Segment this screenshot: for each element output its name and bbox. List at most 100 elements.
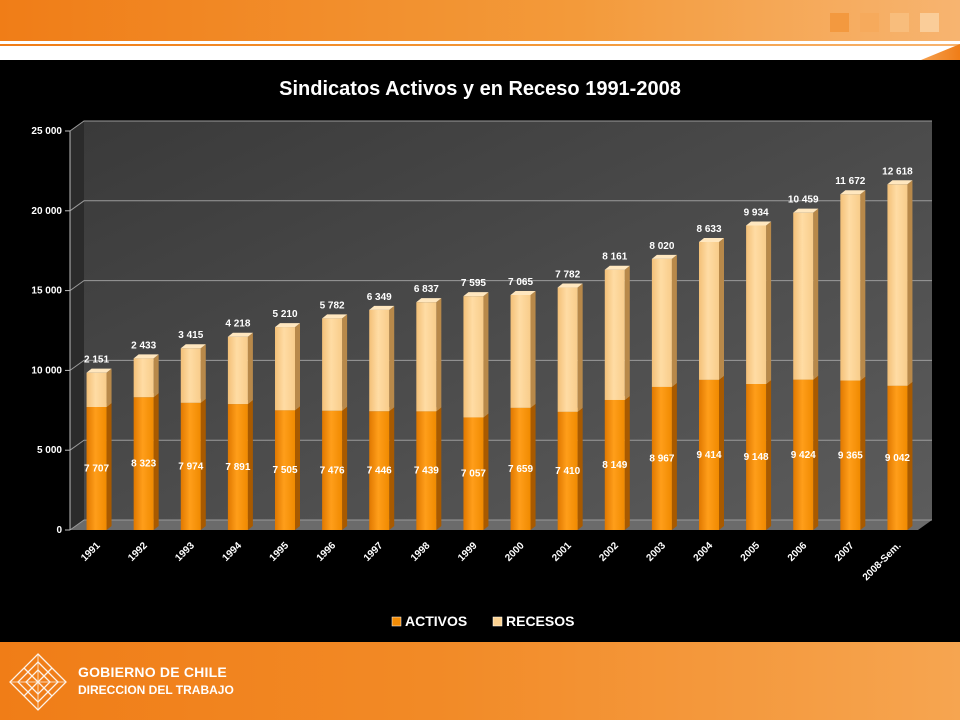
bar-recesos-top	[793, 208, 819, 213]
x-tick-label: 2005	[739, 540, 763, 564]
bar-recesos	[227, 332, 253, 405]
bar-activos-front	[604, 399, 625, 530]
bar-activos	[604, 395, 630, 530]
bar-activos	[699, 375, 724, 530]
y-tick-label: 15 000	[31, 286, 62, 297]
bar-recesos	[699, 237, 724, 380]
data-label-activos: 7 476	[320, 465, 345, 476]
banner-divider	[0, 41, 960, 44]
bar-recesos	[651, 254, 677, 387]
data-label-activos: 7 446	[367, 466, 392, 477]
data-label-activos: 8 149	[602, 460, 627, 471]
data-label-recesos: 6 349	[367, 292, 392, 303]
bar-recesos-front	[275, 327, 295, 411]
x-tick-label: 2002	[597, 540, 621, 564]
bar-activos-side	[577, 407, 583, 530]
banner-square	[860, 13, 879, 32]
bar-recesos	[840, 190, 866, 381]
x-tick-label: 1992	[126, 540, 150, 564]
legend-label-recesos: RECESOS	[506, 613, 574, 629]
plot-side-wall	[70, 121, 84, 530]
bar-recesos-side	[530, 291, 536, 408]
y-tick-label: 10 000	[31, 365, 62, 376]
data-label-activos: 9 365	[838, 450, 863, 461]
gridline	[69, 519, 932, 531]
bar-recesos-top	[557, 283, 583, 288]
bar-recesos	[510, 291, 536, 408]
bar-recesos-front	[180, 348, 201, 403]
legend-label-activos: ACTIVOS	[405, 613, 467, 629]
bar-activos-side	[106, 402, 112, 530]
bar-activos	[746, 379, 772, 530]
bar-recesos-front	[887, 184, 908, 386]
bar-recesos-top	[651, 254, 677, 259]
bar-activos-side	[907, 381, 913, 530]
bar-recesos	[133, 354, 159, 398]
x-tick-label: 1996	[315, 540, 339, 564]
banner-square	[890, 13, 909, 32]
bar-recesos-side	[342, 314, 348, 411]
bar-activos-front	[322, 410, 343, 530]
bar-recesos-top	[510, 291, 536, 296]
x-tick-label: 2004	[692, 540, 716, 564]
bar-recesos-side	[860, 190, 866, 381]
bar-recesos-front	[227, 336, 248, 405]
bar-activos-front	[227, 404, 248, 530]
x-tick-label: 1993	[173, 540, 197, 564]
bar-recesos	[793, 208, 819, 380]
bar-recesos-front	[840, 194, 861, 381]
bar-recesos-top	[133, 354, 159, 359]
bar-recesos-top	[699, 237, 724, 242]
bar-recesos-side	[671, 254, 677, 387]
x-tick-label: 2008-Sem.	[861, 540, 904, 583]
data-label-recesos: 7 065	[508, 277, 533, 288]
x-tick-label: 1994	[220, 540, 244, 564]
bar-activos	[793, 375, 819, 530]
data-label-activos: 7 057	[461, 469, 486, 480]
bar-activos-side	[153, 393, 159, 530]
bar-recesos-front	[369, 309, 390, 412]
bar-activos-front	[369, 411, 390, 530]
bar-recesos-side	[153, 354, 159, 398]
bar-activos-side	[483, 413, 489, 530]
chart-title: Sindicatos Activos y en Receso 1991-2008	[279, 78, 681, 100]
bar-recesos-side	[436, 298, 442, 412]
bar-activos-side	[671, 382, 677, 530]
bar-recesos-side	[766, 221, 772, 384]
bar-recesos	[322, 314, 348, 411]
bar-recesos-top	[887, 180, 913, 185]
bar-recesos-top	[840, 190, 866, 195]
data-label-recesos: 7 595	[461, 278, 486, 289]
bar-activos-front	[699, 379, 719, 530]
bar-recesos-front	[86, 372, 107, 407]
data-label-recesos: 8 161	[602, 252, 627, 263]
y-tick-label: 0	[56, 525, 62, 536]
data-label-activos: 9 414	[696, 450, 721, 461]
bar-recesos-front	[463, 296, 484, 418]
gridline	[69, 120, 932, 132]
x-tick-label: 1999	[456, 540, 480, 564]
chart-panel: Sindicatos Activos y en Receso 1991-2008…	[0, 60, 960, 642]
data-label-activos: 8 967	[649, 453, 674, 464]
data-label-activos: 7 439	[414, 466, 439, 477]
bar-recesos-side	[577, 283, 583, 412]
bar-activos-side	[200, 398, 206, 530]
chart-legend: ACTIVOS RECESOS	[391, 613, 574, 629]
bar-recesos	[275, 323, 300, 411]
legend-swatch-activos	[391, 616, 402, 627]
x-tick-label: 1998	[409, 540, 433, 564]
bar-recesos-top	[322, 314, 348, 319]
data-label-activos: 7 974	[178, 461, 203, 472]
data-label-recesos: 10 459	[788, 195, 819, 206]
data-label-activos: 8 323	[131, 459, 156, 470]
data-label-recesos: 12 618	[882, 166, 913, 177]
gridline	[69, 439, 932, 451]
bar-recesos	[746, 221, 772, 384]
bar-recesos-top	[86, 368, 112, 373]
x-tick-label: 2001	[550, 540, 574, 564]
bar-recesos-top	[369, 305, 395, 310]
bar-recesos-top	[227, 332, 253, 337]
bar-activos-side	[860, 376, 866, 530]
bar-activos-front	[557, 411, 578, 530]
bar-recesos-top	[604, 265, 630, 270]
